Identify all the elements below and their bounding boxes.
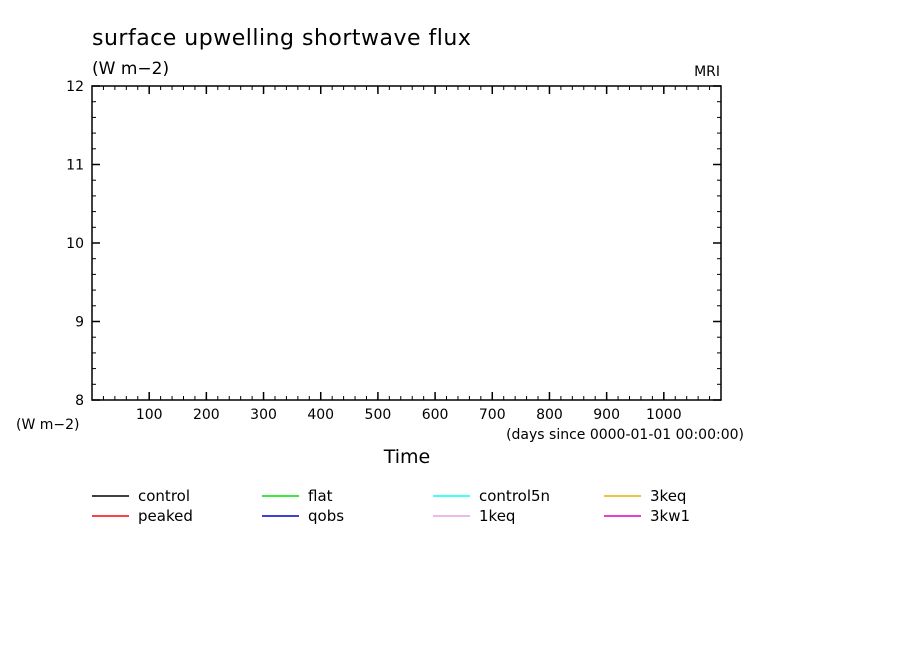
- chart-title: surface upwelling shortwave flux: [92, 26, 471, 51]
- legend-label-peaked: peaked: [138, 507, 193, 525]
- y-tick-label: 10: [66, 236, 84, 252]
- x-tick-label: 500: [365, 407, 392, 423]
- y-tick-label: 8: [75, 393, 84, 409]
- legend-label-3kw1: 3kw1: [650, 507, 690, 525]
- x-tick-label: 900: [593, 407, 620, 423]
- x-tick-label: 400: [307, 407, 334, 423]
- x-tick-label: 300: [250, 407, 277, 423]
- source-label: MRI: [694, 64, 720, 80]
- y-tick-label: 11: [66, 158, 84, 174]
- units-label: (W m−2): [92, 59, 169, 79]
- legend-label-control5n: control5n: [479, 487, 550, 505]
- plot-area: [91, 85, 722, 401]
- minor-ticks: [92, 86, 721, 400]
- x-tick-label: 700: [479, 407, 506, 423]
- x-axis-label: Time: [383, 446, 431, 468]
- legend: control peaked flat qobs control5n 1keq 3keq 3k…: [92, 487, 690, 525]
- y-tick-labels: 8 9 10 11 12: [66, 79, 84, 409]
- x-units-note: (days since 0000-01-01 00:00:00): [506, 427, 744, 443]
- x-tick-label: 200: [193, 407, 220, 423]
- x-tick-label: 800: [536, 407, 563, 423]
- y-units-label: (W m−2): [16, 417, 80, 433]
- plot-frame: [91, 85, 722, 401]
- x-tick-label: 100: [136, 407, 163, 423]
- legend-label-control: control: [138, 487, 190, 505]
- legend-label-flat: flat: [308, 487, 333, 505]
- y-tick-label: 9: [75, 315, 84, 331]
- x-tick-label: 1000: [646, 407, 682, 423]
- legend-label-qobs: qobs: [308, 507, 344, 525]
- legend-label-3keq: 3keq: [650, 487, 686, 505]
- y-tick-label: 12: [66, 79, 84, 95]
- major-ticks: [92, 85, 721, 401]
- legend-label-1keq: 1keq: [479, 507, 515, 525]
- x-tick-labels: 100 200 300 400 500 600 700 800 900 1000: [136, 407, 682, 423]
- x-tick-label: 600: [422, 407, 449, 423]
